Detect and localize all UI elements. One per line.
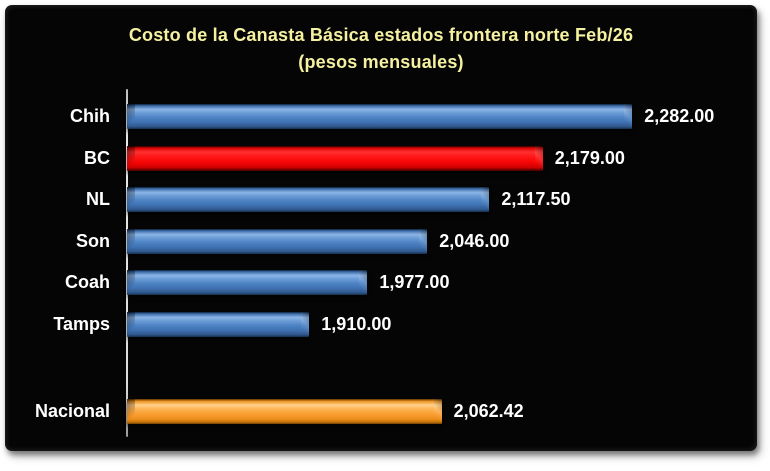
chart-row-son: Son 2,046.00: [5, 221, 757, 263]
bar-nl: [127, 187, 490, 213]
category-label-bc: BC: [84, 147, 110, 168]
chart-rows: Chih 2,282.00 BC 2,179.00 NL 2,117.50 Son 2,046…: [5, 96, 757, 433]
value-label-bc: 2,179.00: [554, 147, 625, 168]
chart-row-nacional: Nacional 2,062.42: [5, 391, 757, 433]
value-label-nacional: 2,062.42: [453, 401, 524, 422]
chart-row-coah: Coah 1,977.00: [5, 262, 757, 304]
value-label-son: 2,046.00: [439, 230, 510, 251]
y-axis-line: [126, 89, 128, 437]
category-label-coah: Coah: [65, 272, 110, 293]
category-label-nacional: Nacional: [34, 401, 110, 422]
bar-son: [127, 228, 428, 254]
bar-coah: [127, 270, 368, 296]
chart-title-block: Costo de la Canasta Básica estados front…: [5, 22, 757, 76]
bar-chih: [127, 104, 633, 130]
chart-row-chih: Chih 2,282.00: [5, 96, 757, 138]
value-label-chih: 2,282.00: [644, 106, 715, 127]
bar-nacional: [127, 399, 442, 425]
chart-row-bc: BC 2,179.00: [5, 138, 757, 180]
category-label-son: Son: [76, 230, 110, 251]
category-label-tamps: Tamps: [53, 313, 110, 334]
chart-title: Costo de la Canasta Básica estados front…: [128, 25, 634, 45]
bar-tamps: [127, 311, 310, 337]
chart-row-tamps: Tamps 1,910.00: [5, 304, 757, 346]
category-label-nl: NL: [86, 189, 110, 210]
value-label-tamps: 1,910.00: [321, 313, 392, 334]
chart-row-nl: NL 2,117.50: [5, 179, 757, 221]
value-label-coah: 1,977.00: [379, 272, 450, 293]
chart-panel: Costo de la Canasta Básica estados front…: [5, 5, 757, 451]
value-label-nl: 2,117.50: [501, 189, 571, 210]
bar-bc: [127, 145, 543, 171]
category-label-chih: Chih: [70, 106, 110, 127]
bar-chart: Chih 2,282.00 BC 2,179.00 NL 2,117.50 Son 2,046…: [5, 89, 757, 437]
chart-subtitle: (pesos mensuales): [298, 52, 464, 72]
